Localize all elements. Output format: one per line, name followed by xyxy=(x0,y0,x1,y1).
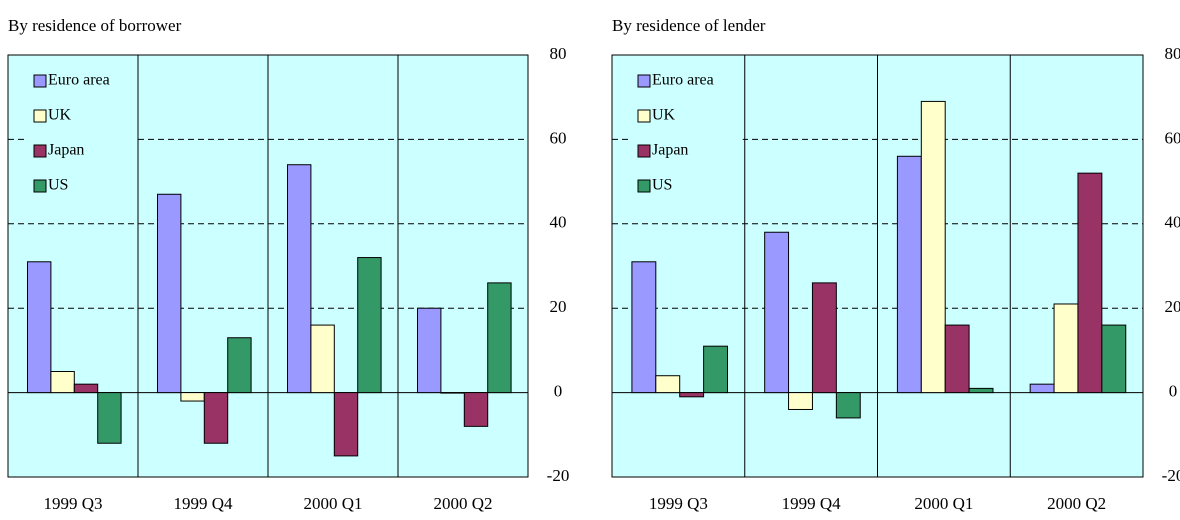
bar xyxy=(50,371,75,394)
y-tick-label: -20 xyxy=(1162,466,1180,485)
legend-label: UK xyxy=(652,107,676,124)
y-tick-label: 40 xyxy=(1165,213,1180,232)
bar xyxy=(333,392,359,457)
legend-label: Euro area xyxy=(652,72,714,89)
legend-label: Japan xyxy=(48,142,84,159)
bar xyxy=(631,261,657,394)
bar xyxy=(679,392,705,398)
bar xyxy=(1101,324,1127,394)
y-tick-label: 80 xyxy=(550,44,567,63)
bar xyxy=(896,155,922,394)
bar xyxy=(180,392,205,402)
x-tick-label: 2000 Q2 xyxy=(433,494,492,513)
bar xyxy=(811,282,837,394)
y-tick-label: 60 xyxy=(1165,128,1180,147)
bar xyxy=(1053,303,1079,394)
bar xyxy=(1029,383,1055,394)
bar xyxy=(968,387,994,394)
bar xyxy=(27,261,52,394)
legend-swatch xyxy=(33,179,47,193)
bar xyxy=(310,324,335,394)
bar xyxy=(835,392,861,419)
legend-label: US xyxy=(48,177,68,194)
bar xyxy=(417,307,442,394)
x-tick-label: 2000 Q1 xyxy=(914,494,973,513)
y-tick-label: 40 xyxy=(550,213,567,232)
y-tick-label: 20 xyxy=(550,297,567,316)
bar xyxy=(944,324,970,394)
bar xyxy=(287,164,312,394)
x-tick-label: 2000 Q2 xyxy=(1047,494,1106,513)
bar xyxy=(487,282,512,394)
x-tick-label: 1999 Q3 xyxy=(649,494,708,513)
bar xyxy=(920,100,946,394)
legend-swatch xyxy=(637,74,651,88)
bar xyxy=(157,193,182,394)
legend-label: US xyxy=(652,177,672,194)
bar xyxy=(357,257,382,394)
legend-swatch xyxy=(33,109,47,123)
bar xyxy=(203,392,229,444)
bar xyxy=(440,392,465,394)
legend-swatch xyxy=(637,179,651,193)
x-tick-label: 1999 Q4 xyxy=(173,494,233,513)
bar xyxy=(788,392,813,410)
bar xyxy=(97,392,122,444)
y-tick-label: 0 xyxy=(1169,382,1178,401)
legend-swatch xyxy=(637,144,651,158)
x-tick-label: 2000 Q1 xyxy=(303,494,362,513)
y-tick-label: 20 xyxy=(1165,297,1180,316)
y-tick-label: 60 xyxy=(550,128,567,147)
y-tick-label: -20 xyxy=(547,466,570,485)
legend-swatch xyxy=(637,109,651,123)
bar xyxy=(1077,172,1103,394)
x-tick-label: 1999 Q4 xyxy=(782,494,842,513)
x-tick-label: 1999 Q3 xyxy=(43,494,102,513)
legend-label: Euro area xyxy=(48,72,110,89)
bar xyxy=(227,337,252,394)
bar xyxy=(73,383,99,394)
legend-swatch xyxy=(33,74,47,88)
legend-label: UK xyxy=(48,107,72,124)
y-tick-label: 0 xyxy=(554,382,563,401)
bar xyxy=(764,231,790,394)
y-tick-label: 80 xyxy=(1165,44,1180,63)
bar xyxy=(703,345,728,394)
chart-title: By residence of borrower xyxy=(8,16,182,35)
chart-title: By residence of lender xyxy=(612,16,766,35)
legend-swatch xyxy=(33,144,47,158)
legend-label: Japan xyxy=(652,142,688,159)
bar xyxy=(463,392,489,427)
bar xyxy=(655,375,681,394)
